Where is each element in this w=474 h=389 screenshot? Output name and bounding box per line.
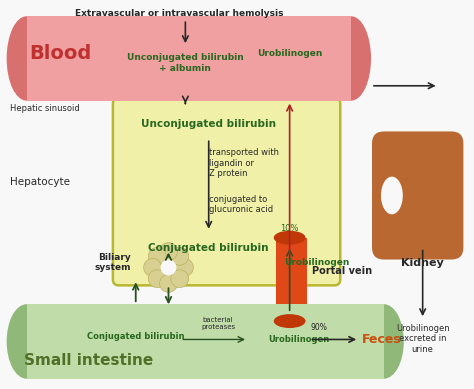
Ellipse shape [144, 259, 162, 277]
Text: 10%: 10% [281, 224, 299, 233]
Ellipse shape [381, 177, 403, 214]
Bar [27, 304, 384, 378]
Ellipse shape [161, 259, 176, 275]
Bar [27, 304, 384, 378]
Text: Hepatic sinusoid: Hepatic sinusoid [9, 103, 79, 113]
Ellipse shape [175, 259, 193, 277]
Text: Urobilinogen: Urobilinogen [268, 335, 329, 344]
Bar [276, 238, 308, 321]
Ellipse shape [148, 270, 166, 287]
FancyBboxPatch shape [113, 98, 340, 286]
Text: Kidney: Kidney [401, 258, 444, 268]
Ellipse shape [7, 16, 46, 101]
Text: Hepatocyte: Hepatocyte [9, 177, 70, 187]
Text: Unconjugated bilirubin
+ albumin: Unconjugated bilirubin + albumin [127, 53, 244, 73]
Text: 90%: 90% [311, 322, 328, 331]
Ellipse shape [148, 247, 166, 265]
Text: bacterial
proteases: bacterial proteases [201, 317, 235, 329]
Ellipse shape [274, 231, 306, 245]
Ellipse shape [331, 16, 371, 101]
Text: Unconjugated bilirubin: Unconjugated bilirubin [141, 119, 276, 128]
Text: Conjugated bilirubin: Conjugated bilirubin [148, 243, 269, 252]
Text: Conjugated bilirubin: Conjugated bilirubin [87, 332, 184, 341]
Text: Blood: Blood [29, 44, 92, 63]
Text: transported with
ligandin or
Z protein: transported with ligandin or Z protein [209, 148, 279, 178]
Text: Urobilinogen: Urobilinogen [284, 258, 349, 266]
Ellipse shape [160, 243, 177, 261]
Ellipse shape [7, 304, 46, 378]
Text: Portal vein: Portal vein [312, 266, 373, 277]
Text: Urobilinogen: Urobilinogen [257, 49, 322, 58]
FancyBboxPatch shape [372, 131, 464, 259]
Bar [27, 16, 351, 101]
Ellipse shape [171, 270, 189, 287]
FancyBboxPatch shape [27, 16, 351, 101]
Text: Extravascular or intravascular hemolysis: Extravascular or intravascular hemolysis [75, 9, 283, 18]
Ellipse shape [171, 247, 189, 265]
Text: conjugated to
glucuronic acid: conjugated to glucuronic acid [209, 195, 273, 214]
Text: Feces: Feces [362, 333, 402, 346]
Ellipse shape [364, 304, 404, 378]
Text: Urobilinogen
excreted in
urine: Urobilinogen excreted in urine [396, 324, 449, 354]
Ellipse shape [274, 314, 306, 328]
Ellipse shape [160, 274, 177, 292]
Text: Biliary
system: Biliary system [94, 253, 131, 272]
Text: Small intestine: Small intestine [24, 353, 153, 368]
